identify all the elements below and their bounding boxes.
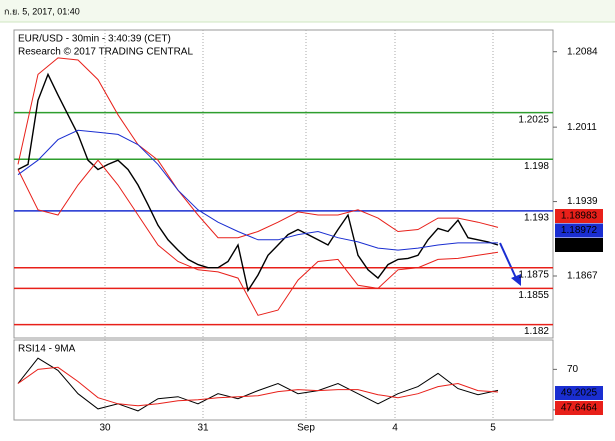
y-tick-label: 1.2084	[567, 46, 598, 57]
series-line	[17, 57, 499, 239]
top-bar	[0, 0, 615, 22]
price-label-box	[555, 401, 603, 415]
price-label: 47.6464	[561, 403, 598, 414]
price-label-box	[555, 238, 603, 252]
level-label: 1.198	[524, 161, 549, 172]
y-tick-label: 1.2011	[567, 122, 597, 133]
series-line	[17, 357, 499, 412]
level-label: 1.1875	[518, 269, 549, 280]
x-tick-label: 31	[197, 423, 209, 434]
price-label-box	[555, 386, 603, 400]
price-label-box	[555, 209, 603, 223]
rsi-title: RSI14 - 9MA	[18, 344, 76, 355]
chart-subtitle: Research © 2017 TRADING CENTRAL	[18, 47, 193, 58]
chart-title: EUR/USD - 30min - 3:40:39 (CET)	[18, 34, 171, 45]
main-panel	[13, 29, 554, 339]
price-label: 1.18972	[561, 225, 598, 236]
series-line	[17, 72, 499, 293]
forecast-arrow	[499, 242, 521, 286]
price-label: 1.18983	[561, 211, 598, 222]
level-label: 1.2025	[518, 114, 549, 125]
y-tick-label: 1.1939	[567, 196, 598, 207]
series-line	[17, 366, 499, 407]
series-line	[17, 159, 499, 316]
rsi-panel	[13, 339, 554, 421]
x-tick-label: 4	[392, 423, 398, 434]
timestamp: ก.ย. 5, 2017, 01:40	[4, 6, 80, 16]
price-label: 49.2025	[561, 388, 598, 399]
x-tick-label: 5	[490, 423, 496, 434]
price-label-box	[555, 223, 603, 238]
x-tick-label: Sep	[297, 423, 315, 434]
price-label: 1.18968	[561, 240, 598, 251]
y-tick-label: 1.1867	[567, 271, 598, 282]
level-label: 1.182	[524, 326, 549, 337]
level-label: 1.1855	[518, 290, 549, 301]
x-tick-label: 30	[99, 423, 111, 434]
level-label: 1.193	[524, 213, 549, 224]
series-line	[17, 129, 498, 251]
y-tick-label: 70	[567, 364, 579, 375]
